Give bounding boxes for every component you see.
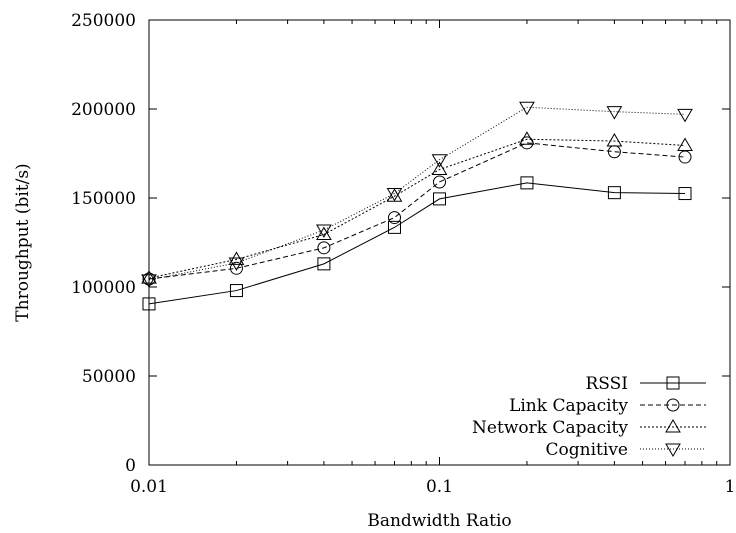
data-point-link-capacity [388, 211, 402, 225]
x-axis-title: Bandwidth Ratio [367, 511, 511, 531]
data-point-rssi [388, 220, 402, 234]
data-point-rssi [678, 187, 692, 201]
data-point-cognitive [141, 274, 157, 288]
x-tick-label: 1 [725, 477, 736, 497]
data-point-network-capacity [519, 131, 535, 145]
data-point-rssi [607, 186, 621, 200]
data-point-rssi [433, 192, 446, 206]
legend-marker-cognitive [665, 443, 681, 457]
y-tick-label: 250000 [71, 11, 136, 31]
data-point-network-capacity [677, 137, 693, 151]
data-point-link-capacity [317, 241, 331, 255]
data-point-link-capacity [678, 150, 692, 164]
data-point-link-capacity [433, 175, 446, 189]
series-line-network-capacity [148, 138, 686, 279]
series-line-cognitive [148, 106, 686, 281]
legend-label-rssi: RSSI [585, 374, 628, 394]
data-point-cognitive [677, 108, 693, 123]
data-point-rssi [520, 176, 534, 190]
data-point-cognitive [519, 101, 535, 116]
data-point-cognitive [386, 188, 403, 202]
series-layer [141, 101, 693, 311]
series-line-rssi [148, 182, 686, 305]
y-tick-label: 0 [125, 456, 136, 476]
series-cognitive [141, 101, 693, 288]
y-tick-label: 150000 [71, 189, 136, 209]
axes: 0 50000 100000 150000 200000 250000 0.01 0.1 1 [71, 11, 735, 497]
y-axis-title: Throughput (bit/s) [13, 163, 33, 321]
series-line-link-capacity [148, 142, 686, 280]
plot-frame [148, 19, 731, 466]
series-network-capacity [141, 131, 693, 284]
legend-label-cognitive: Cognitive [546, 440, 628, 460]
data-point-cognitive [316, 224, 332, 239]
x-tick-label: 0.1 [426, 477, 453, 497]
y-tick-label: 100000 [71, 278, 136, 298]
series-rssi [142, 176, 692, 311]
y-tick-label: 50000 [82, 367, 136, 387]
data-point-rssi [229, 284, 243, 298]
data-point-cognitive [228, 257, 245, 271]
data-point-cognitive [431, 154, 448, 168]
series-link-capacity [142, 136, 692, 286]
data-point-rssi [142, 297, 156, 311]
data-point-network-capacity [606, 133, 623, 147]
data-point-network-capacity [316, 226, 332, 240]
data-point-network-capacity [386, 188, 403, 202]
legend-label-network-capacity: Network Capacity [472, 418, 628, 438]
data-point-cognitive [606, 106, 623, 120]
legend-marker-network-capacity [665, 419, 681, 433]
legend-label-link-capacity: Link Capacity [509, 396, 628, 416]
data-point-network-capacity [431, 161, 448, 176]
legend-marker-link-capacity [666, 398, 680, 412]
x-tick-label: 0.01 [130, 477, 168, 497]
data-point-network-capacity [141, 270, 157, 284]
legend-marker-rssi [666, 376, 680, 390]
data-point-link-capacity [229, 261, 243, 275]
y-tick-label: 200000 [71, 100, 136, 120]
data-point-rssi [317, 257, 331, 271]
